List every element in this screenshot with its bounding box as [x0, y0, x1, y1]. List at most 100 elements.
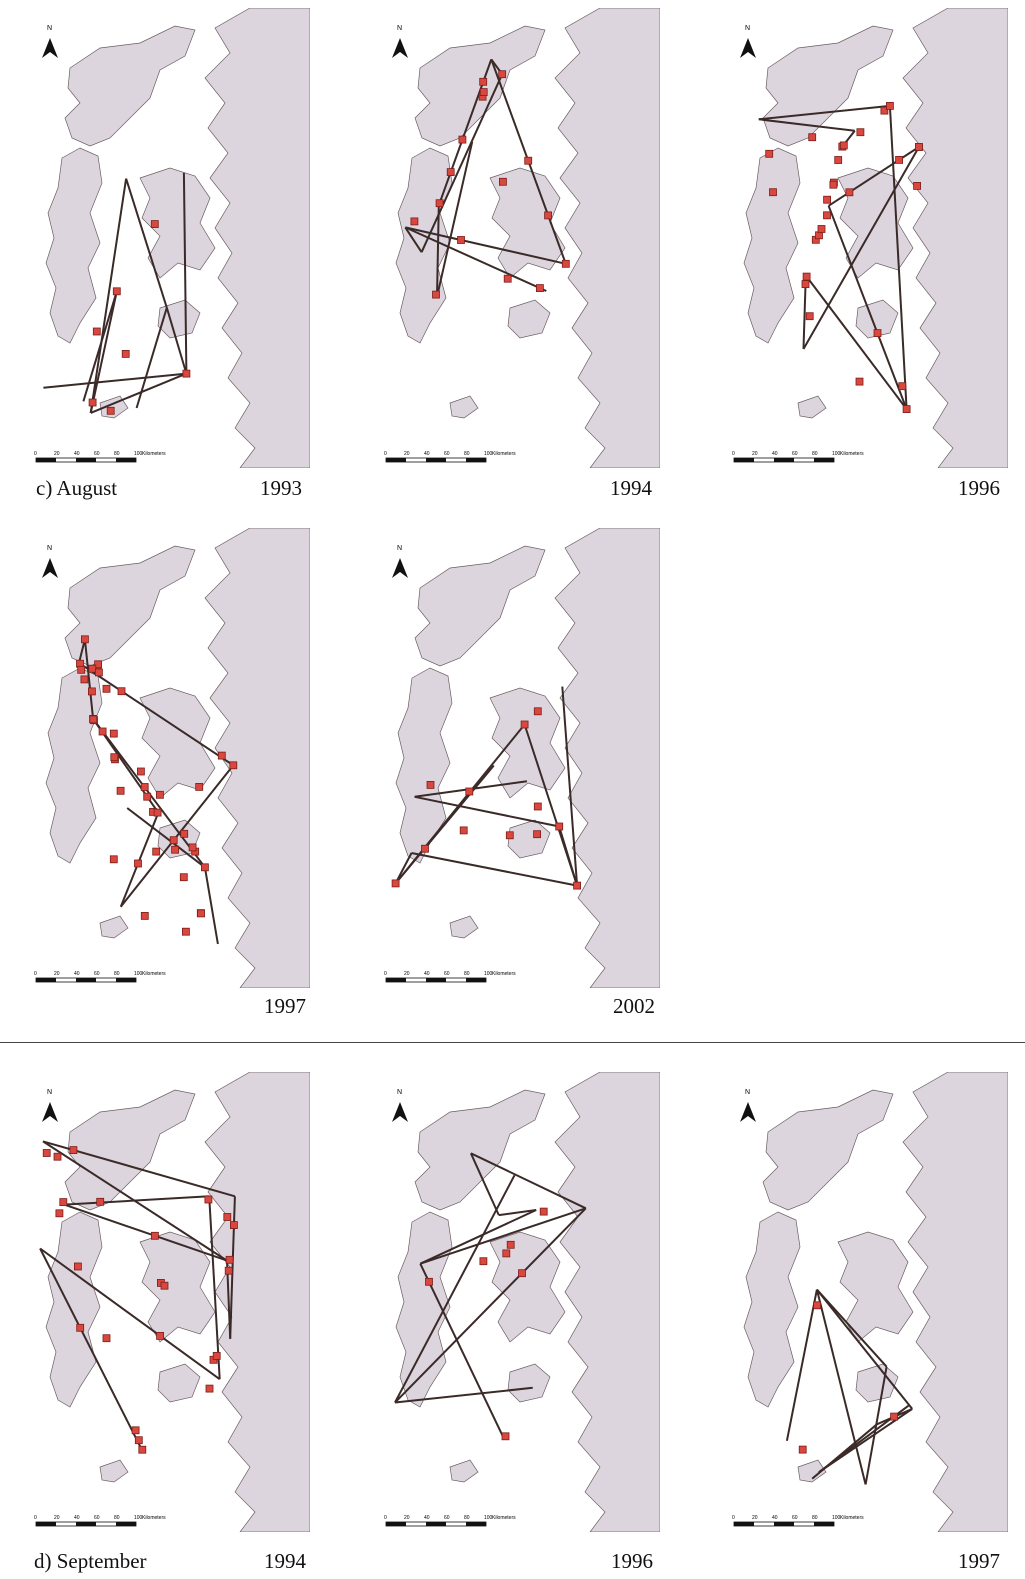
map-svg: N 0 20 40 60 80 100 Kilometers [384, 1072, 660, 1532]
sighting-marker [457, 236, 465, 244]
sighting-points [76, 635, 238, 936]
sighting-marker [391, 879, 400, 888]
map-panel-september-1997: N 0 20 40 60 80 100 Kilometers [708, 1072, 1008, 1532]
north-label: N [745, 1089, 750, 1096]
track-segment [126, 807, 206, 869]
land-skye [837, 1231, 914, 1343]
scale-tick-label: 100 [134, 1515, 143, 1521]
scale-unit-label: Kilometers [142, 451, 166, 457]
track-segment [83, 639, 95, 720]
north-label: N [47, 25, 52, 32]
sighting-marker [112, 287, 121, 296]
land-mull [507, 819, 551, 859]
track-segment [827, 205, 908, 410]
sighting-marker [895, 155, 904, 164]
scale-tick-label: 40 [772, 451, 778, 457]
sighting-marker [855, 377, 864, 386]
scale-tick-label: 80 [114, 451, 120, 457]
track-segment [758, 104, 891, 121]
scale-tick-label: 60 [792, 1515, 798, 1521]
sighting-marker [458, 135, 467, 144]
scale-tick-label: 80 [812, 451, 818, 457]
land-skye [139, 687, 216, 799]
scale-tick-label: 80 [114, 971, 120, 977]
sighting-marker [479, 77, 488, 86]
track-segment [470, 1152, 587, 1210]
sighting-points [42, 1146, 238, 1454]
sighting-marker [195, 782, 204, 791]
section-label-august: c) August [36, 476, 118, 500]
land-mainland [204, 1072, 310, 1532]
sighting-marker [143, 792, 152, 801]
sighting-marker [501, 1432, 510, 1441]
sighting-marker [539, 1207, 548, 1216]
sighting-marker [435, 199, 444, 208]
sighting-marker [109, 729, 118, 738]
sighting-marker [55, 1209, 64, 1218]
land-small-isle [797, 1459, 827, 1483]
north-arrow-icon: N [42, 25, 58, 58]
scale-bar: 0 20 40 60 80 100 Kilometers [34, 1515, 166, 1527]
scale-unit-label: Kilometers [840, 1515, 864, 1521]
sighting-marker [117, 687, 126, 696]
track-segment [39, 1248, 143, 1451]
sighting-marker [535, 284, 544, 293]
scale-tick-label: 100 [134, 971, 143, 977]
scale-tick-label: 0 [384, 451, 387, 457]
track-segment [64, 1195, 210, 1206]
land-north-isle [414, 25, 546, 147]
scale-tick-label: 60 [792, 451, 798, 457]
sighting-marker [180, 829, 189, 838]
panel-year-label: 1996 [611, 1549, 653, 1573]
land-mainland [554, 1072, 660, 1532]
sighting-marker [813, 1301, 821, 1310]
sighting-marker [808, 133, 817, 142]
sighting-marker [200, 863, 209, 872]
scale-tick-label: 40 [74, 451, 80, 457]
track-segment [816, 1288, 888, 1368]
track-segment [125, 178, 168, 309]
sighting-marker [823, 211, 831, 220]
sighting-marker [533, 830, 542, 839]
sighting-marker [533, 707, 542, 716]
scale-tick-label: 60 [94, 971, 100, 977]
track-segment [828, 146, 920, 207]
map-svg: N 0 20 40 60 80 100 Kilometers [384, 528, 660, 988]
track-segment [394, 1174, 516, 1403]
track-segment [414, 795, 560, 828]
land-mull [157, 1363, 201, 1403]
scale-bar: 0 20 40 60 80 100 Kilometers [732, 1515, 864, 1527]
track-segment [182, 172, 188, 374]
sighting-marker [98, 727, 107, 736]
track-segment [42, 1140, 228, 1262]
track-segment [39, 1247, 221, 1381]
land-north-isle [414, 1089, 546, 1211]
land-west-isles [743, 1211, 801, 1408]
north-arrow-icon: N [42, 545, 58, 578]
survey-tracks [394, 686, 579, 887]
track-segment [805, 274, 908, 410]
sighting-marker [914, 143, 923, 151]
track-segment [498, 1209, 537, 1217]
scale-tick-label: 40 [424, 1515, 430, 1521]
north-label: N [47, 545, 52, 552]
land-small-isle [449, 1459, 479, 1483]
land-small-isle [99, 1459, 129, 1483]
sighting-marker [518, 1269, 526, 1278]
sighting-marker [817, 225, 826, 233]
track-segment [420, 73, 504, 253]
track-segment [815, 1289, 867, 1485]
sighting-marker [765, 149, 774, 158]
sighting-points [798, 1301, 899, 1454]
survey-tracks [39, 1140, 236, 1451]
sighting-marker [121, 349, 130, 358]
sighting-marker [171, 845, 180, 854]
land-skye [489, 1231, 566, 1343]
scale-bar: 0 20 40 60 80 100 Kilometers [384, 1515, 516, 1527]
scale-tick-label: 60 [94, 451, 100, 457]
sighting-marker [77, 665, 86, 674]
north-arrow-icon: N [392, 25, 408, 58]
section-label-september: d) September [34, 1549, 147, 1573]
sighting-marker [503, 274, 512, 283]
map-panel-september-1994: N 0 20 40 60 80 100 Kilometers [10, 1072, 310, 1532]
